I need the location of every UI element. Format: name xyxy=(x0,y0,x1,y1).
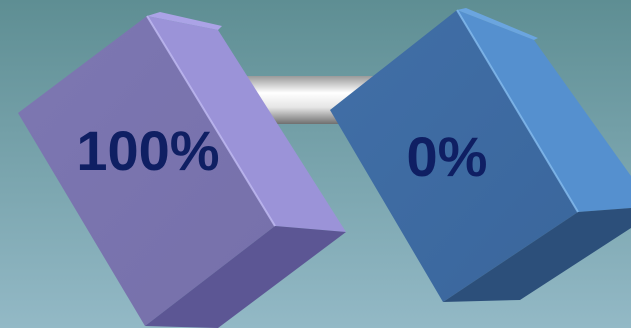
right-weight-block xyxy=(330,8,631,302)
right-block-bottom-face xyxy=(443,208,631,302)
right-block-top-face xyxy=(457,8,538,40)
left-weight-block xyxy=(18,12,346,328)
right-block-side-face xyxy=(457,10,631,212)
left-block-top-face xyxy=(147,12,222,30)
right-percent-label: 0% xyxy=(407,125,488,188)
left-block-bottom-face xyxy=(145,226,346,328)
left-block-front-face xyxy=(18,16,275,326)
right-block-front-face xyxy=(330,10,578,302)
left-block-side-face xyxy=(147,16,346,232)
left-percent-label: 100% xyxy=(76,119,219,182)
